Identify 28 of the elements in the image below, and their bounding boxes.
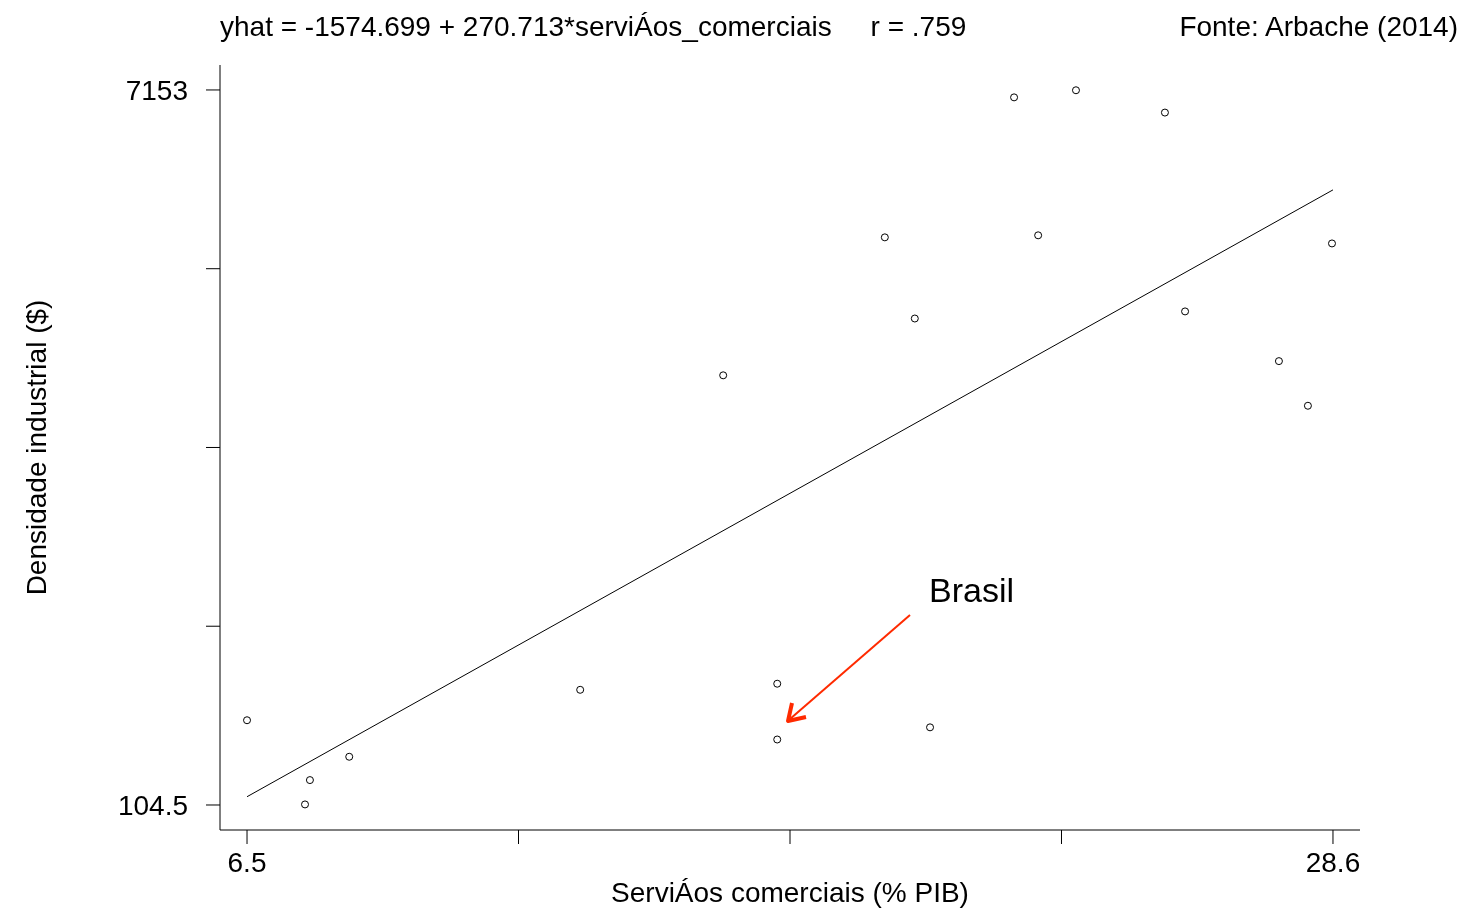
- annotation: Brasil: [929, 570, 1015, 609]
- source-note: Fonte: Arbache (2014): [1179, 11, 1458, 42]
- point: [880, 233, 889, 242]
- point: [910, 314, 919, 323]
- point: [1160, 108, 1169, 117]
- point: [1274, 357, 1283, 366]
- y-axis-title: Densidade industrial ($): [21, 299, 52, 596]
- point: [1181, 307, 1190, 316]
- y-tick-label: 104.5: [117, 789, 188, 821]
- point: [1327, 239, 1336, 248]
- point: [773, 735, 782, 744]
- point: [1034, 231, 1043, 240]
- x-tick-label: 28.6: [1305, 847, 1361, 878]
- point: [301, 800, 310, 809]
- chart-title: yhat = -1574.699 + 270.713*serviÁos_comerciais r = .759: [220, 11, 967, 42]
- point: [1071, 86, 1080, 95]
- point: [773, 679, 782, 688]
- point: [1303, 401, 1312, 410]
- point: [926, 723, 935, 732]
- y-tick-label: 7153: [125, 74, 188, 106]
- x-axis-title: ServiÁos comerciais (% PIB): [611, 877, 969, 908]
- point: [1010, 93, 1019, 102]
- point: [243, 716, 252, 725]
- point: [305, 776, 314, 785]
- x-tick-label: 6.5: [227, 847, 267, 878]
- point: [576, 685, 585, 694]
- point: [719, 371, 728, 380]
- point: [345, 752, 354, 761]
